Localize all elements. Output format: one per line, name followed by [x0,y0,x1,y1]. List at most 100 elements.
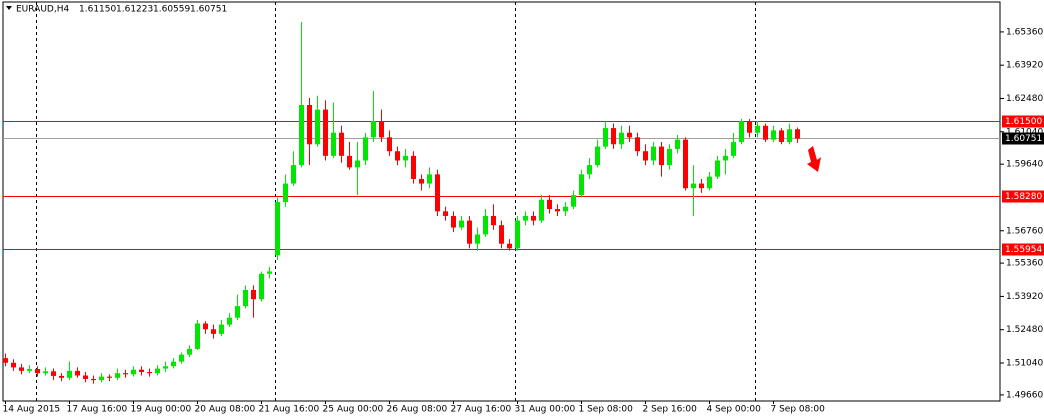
x-tick-label: 4 Sep 00:00 [707,405,762,415]
candle-body [411,155,416,179]
candle-body [107,376,112,378]
x-tick-label: 31 Aug 00:00 [515,405,576,415]
candle-body [371,121,376,138]
candle-body [595,146,600,166]
x-tick-label: 21 Aug 16:00 [259,405,320,415]
candle-body [451,215,456,228]
candle-body [363,137,368,161]
y-tick-label: 1.52480 [1006,325,1043,335]
candle-body [299,104,304,166]
candle-body [539,199,544,221]
candle-body [331,132,336,156]
candle-body [67,370,72,378]
candle-body [251,289,256,300]
candle-body [147,372,152,374]
y-tick-label: 1.65360 [1006,27,1043,37]
candle-body [91,378,96,381]
candle-body [323,109,328,156]
candle-body [499,225,504,244]
candle-body [19,367,24,371]
candle-body [155,368,160,374]
level-label-box [1002,190,1044,203]
level-label: 1.61500 [1005,117,1042,127]
y-tick-label: 1.51040 [1006,359,1043,369]
candle-body [123,373,128,375]
candle-body [419,178,424,184]
candle-body [3,358,8,363]
x-tick-label: 27 Aug 16:00 [451,405,512,415]
header-symbol: EURAUD,H4 [16,5,69,15]
candle-body [515,220,520,249]
candle-body [283,183,288,203]
x-tick-label: 14 Aug 2015 [3,405,61,415]
candle-body [699,183,704,189]
direction-arrow [807,146,821,172]
candle-body [83,375,88,379]
candle-body [35,369,40,374]
candle-body [779,130,784,142]
candle-body [259,273,264,300]
x-tick-label: 2 Sep 16:00 [643,405,698,415]
candle-body [227,317,232,325]
candle-body [99,376,104,381]
y-tick-label: 1.61040 [1006,127,1043,137]
candle-body [339,132,344,156]
candle-body [163,366,168,369]
candle-body [603,128,608,147]
candle-body [731,141,736,156]
candle-body [315,109,320,145]
candle-body [235,306,240,318]
candle-body [491,215,496,226]
candle-body [347,155,352,168]
y-tick-label: 1.63920 [1006,61,1043,71]
price-label-box [1002,132,1044,145]
candle-body [643,151,648,161]
candle-body [43,371,48,374]
candle-body [187,348,192,355]
candle-body [467,220,472,244]
candle-body [59,375,64,378]
candle-body [387,137,392,152]
header-open: 1.61150 [79,5,116,15]
header-low: 1.60559 [153,5,190,15]
candle-body [51,371,56,376]
candle-body [531,215,536,221]
candle-body [355,160,360,168]
candle-body [435,174,440,212]
candle-body [635,137,640,152]
x-tick-label: 7 Sep 08:00 [771,405,826,415]
candle-body [203,323,208,330]
candle-body [747,121,752,133]
y-tick-label: 1.56760 [1006,226,1043,236]
candle-body [115,373,120,378]
candle-body [795,129,800,139]
candle-body [587,165,592,175]
candle-body [483,215,488,235]
y-tick-label: 1.49660 [1006,390,1043,400]
candle-body [403,155,408,161]
candle-body [459,220,464,228]
candle-body [771,130,776,140]
plot-frame [2,1,1001,402]
y-tick-label: 1.55360 [1006,259,1043,269]
level-label: 1.58280 [1005,192,1042,202]
price-label: 1.60751 [1005,134,1042,144]
candle-body [707,176,712,189]
y-tick-label: 1.59640 [1006,160,1043,170]
level-label: 1.55954 [1005,245,1042,255]
header-close: 1.60751 [190,5,227,15]
candle-body [523,215,528,221]
candle-body [667,148,672,166]
header-high: 1.61223 [116,5,153,15]
level-label-box [1002,115,1044,128]
candle-body [475,234,480,244]
candle-body [755,125,760,133]
candle-body [691,183,696,189]
candle-body [219,324,224,334]
candle-body [547,199,552,210]
candle-body [611,128,616,145]
candle-body [27,369,32,371]
candle-body [683,139,688,189]
level-label-box [1002,243,1044,256]
